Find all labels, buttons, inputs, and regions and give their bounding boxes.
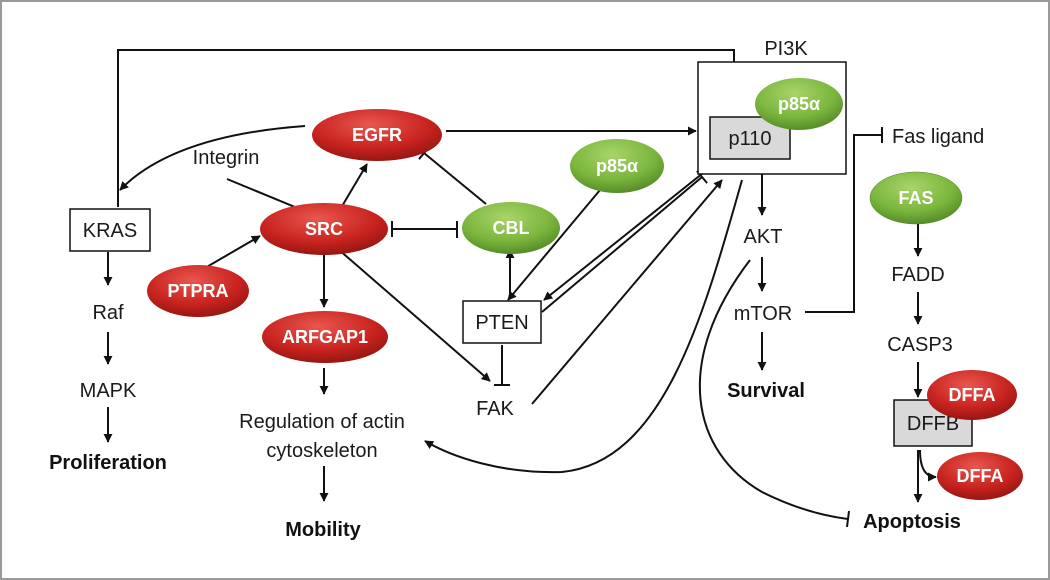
dffa-bottom-node xyxy=(937,452,1023,500)
p85a-mid-label: p85α xyxy=(596,156,638,176)
edge-src-to-fak xyxy=(337,248,491,382)
dffa-top-node xyxy=(927,370,1017,420)
mtor-label: mTOR xyxy=(734,303,793,325)
egfr-node xyxy=(312,109,442,161)
akt-label: AKT xyxy=(744,226,783,248)
edge-fak-to-pi3k xyxy=(531,179,723,405)
mobility-label: Mobility xyxy=(285,519,361,541)
kras-box xyxy=(69,208,151,252)
kras-label: KRAS xyxy=(83,220,137,242)
fak-label: FAK xyxy=(476,398,514,420)
cbl-label: CBL xyxy=(493,218,530,238)
proliferation-label: Proliferation xyxy=(49,452,167,474)
src-node xyxy=(260,203,388,255)
src-label: SRC xyxy=(305,219,343,239)
edge-p85a-to-pten xyxy=(507,189,601,301)
p85a-mid-node xyxy=(570,139,664,193)
p85a-top-node xyxy=(755,78,843,130)
edge-pi3k-to-pten xyxy=(543,168,709,301)
p85a-top-label: p85α xyxy=(778,94,820,114)
survival-label: Survival xyxy=(727,380,805,402)
edge-cbl-inhibits-egfr xyxy=(418,146,487,205)
egfr-label: EGFR xyxy=(352,125,402,145)
edge-akt-inhibits-apoptosis xyxy=(698,259,850,528)
edge-egfr-to-kras xyxy=(119,125,306,191)
mapk-label: MAPK xyxy=(80,380,137,402)
ptpra-label: PTPRA xyxy=(167,281,228,301)
p110-label: p110 xyxy=(728,128,771,150)
integrin-label: Integrin xyxy=(193,147,260,169)
pten-label: PTEN xyxy=(475,312,528,334)
casp3-label: CASP3 xyxy=(887,334,953,356)
edge-mtor-inhibits-fasligand xyxy=(805,127,883,313)
dffa-top-label: DFFA xyxy=(949,385,996,405)
pi3k-label: PI3K xyxy=(764,38,808,60)
edge-dffb-to-dffa xyxy=(919,449,937,482)
arfgap1-label: ARFGAP1 xyxy=(282,327,368,347)
edge-pten-inhibits-pi3k xyxy=(541,170,708,313)
regulation-label-line1: Regulation of actin xyxy=(239,411,405,433)
fadd-label: FADD xyxy=(891,264,944,286)
fas-label: FAS xyxy=(898,188,933,208)
ptpra-node xyxy=(147,265,249,317)
dffb-box xyxy=(893,399,973,447)
fas-node xyxy=(869,171,963,225)
edge-pi3k-to-regulation xyxy=(424,179,743,474)
apoptosis-label: Apoptosis xyxy=(863,511,961,533)
cbl-node xyxy=(462,202,560,254)
raf-label: Raf xyxy=(92,302,124,324)
dffb-label: DFFB xyxy=(907,413,959,435)
regulation-label-line2: cytoskeleton xyxy=(266,440,377,462)
arfgap1-node xyxy=(262,311,388,363)
dffa-bottom-label: DFFA xyxy=(957,466,1004,486)
pten-box xyxy=(462,300,542,344)
edge-ptpra-to-src xyxy=(204,235,261,269)
fas-ligand-label: Fas ligand xyxy=(892,126,984,148)
